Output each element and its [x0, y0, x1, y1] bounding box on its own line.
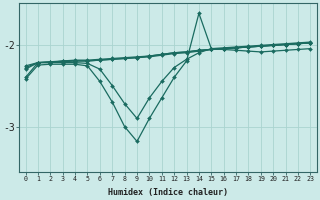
X-axis label: Humidex (Indice chaleur): Humidex (Indice chaleur): [108, 188, 228, 197]
